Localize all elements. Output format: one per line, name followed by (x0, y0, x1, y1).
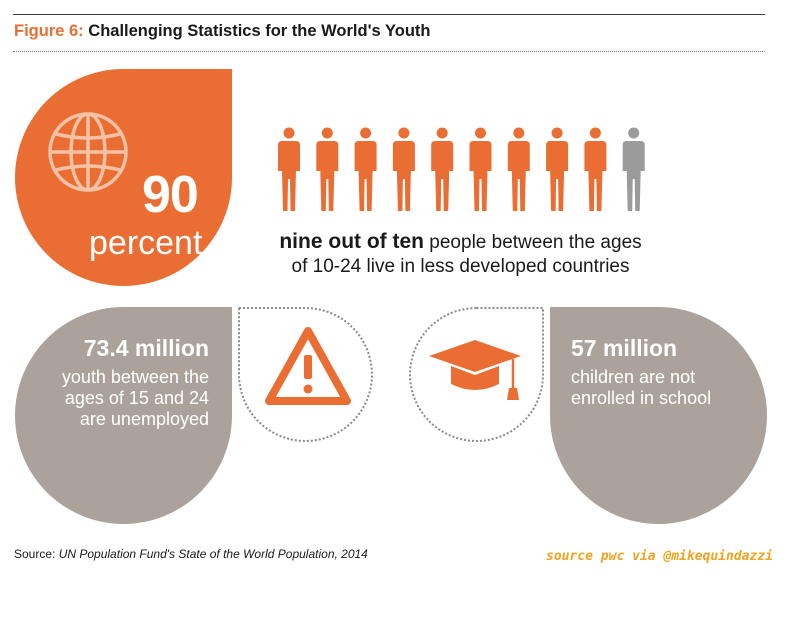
schooling-description: children are not enrolled in school (571, 367, 761, 409)
header-top-rule (13, 14, 765, 15)
person-icon-highlighted (392, 127, 415, 211)
main-stat-panel (15, 69, 232, 286)
schooling-desc-line: children are not (571, 367, 696, 387)
warning-icon-frame (238, 307, 373, 442)
figure-title: Challenging Statistics for the World's Y… (88, 22, 431, 40)
source-label: Source: (14, 547, 56, 561)
people-pictogram (278, 127, 645, 211)
figure-label: Figure 6: (14, 22, 84, 40)
person-icon-highlighted (469, 127, 492, 211)
unemployment-description: youth between the ages of 15 and 24 are … (19, 367, 209, 430)
schooling-desc-line: enrolled in school (571, 388, 712, 408)
unemployment-desc-line: ages of 15 and 24 (64, 388, 209, 408)
graduation-cap-icon (429, 340, 521, 400)
person-icon-grey (622, 127, 645, 211)
schooling-headline: 57 million (571, 335, 678, 361)
warning-icon (265, 327, 351, 405)
credit-note: source pwc via @mikequindazzi (546, 549, 773, 564)
person-icon-highlighted (431, 127, 454, 211)
caption-line1-rest: people between the ages (429, 232, 642, 253)
unemployment-headline: 73.4 million (83, 335, 209, 361)
person-icon-highlighted (316, 127, 339, 211)
unemployment-desc-line: are unemployed (79, 409, 209, 429)
graduation-cap-icon-frame (409, 307, 544, 442)
header-dotted-rule (13, 51, 765, 52)
page-title: Figure 6: Challenging Statistics for the… (14, 22, 430, 41)
caption-bold: nine out of ten (279, 230, 425, 253)
source-text: UN Population Fund's State of the World … (58, 547, 368, 561)
caption-line2: of 10-24 live in less developed countrie… (291, 256, 630, 277)
person-icon-highlighted (584, 127, 607, 211)
person-icon-highlighted (546, 127, 569, 211)
schooling-panel (550, 307, 767, 524)
unemployment-desc-line: youth between the (61, 367, 209, 387)
unemployment-panel (15, 307, 232, 524)
source-note: Source: UN Population Fund's State of th… (14, 547, 368, 561)
main-stat-unit: percent (89, 224, 203, 262)
globe-icon (48, 112, 128, 192)
person-icon-highlighted (354, 127, 377, 211)
main-stat-caption: nine out of ten people between the ages … (248, 230, 673, 279)
main-stat-number: 90 (142, 166, 199, 224)
person-icon-highlighted (278, 127, 300, 211)
person-icon-highlighted (507, 127, 530, 211)
